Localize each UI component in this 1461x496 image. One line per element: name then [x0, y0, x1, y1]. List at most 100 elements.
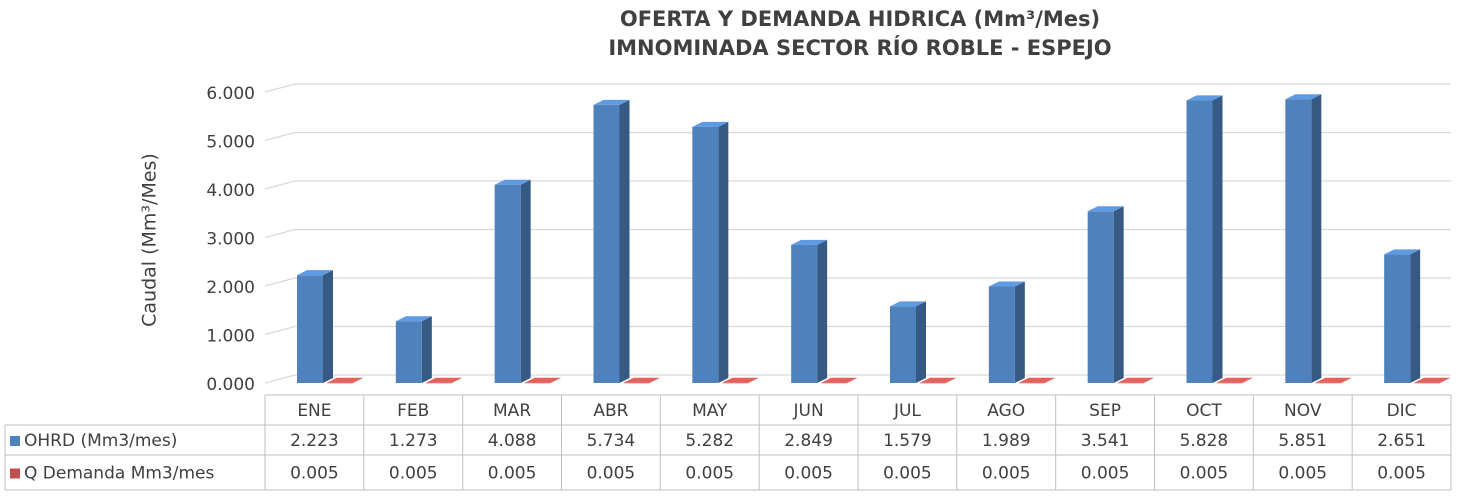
data-label: 0.005	[290, 464, 339, 484]
bar-top	[821, 377, 858, 383]
bar-side	[1044, 377, 1055, 383]
bar-front	[692, 126, 719, 383]
x-tick-label: ABR	[593, 401, 628, 421]
bar	[593, 99, 630, 383]
data-label: 0.005	[1180, 464, 1229, 484]
bar-front	[524, 382, 551, 384]
bar-front	[494, 184, 521, 383]
bar	[722, 377, 759, 384]
bar-side	[619, 99, 630, 383]
bar	[890, 301, 926, 383]
bar-top	[692, 121, 729, 127]
grid-line	[264, 131, 1451, 142]
bar-top	[722, 377, 759, 383]
bar-front	[1018, 382, 1045, 384]
bar-side	[847, 377, 858, 383]
y-tick-label: 4.000	[206, 181, 255, 201]
bar	[988, 281, 1025, 383]
bar-front	[1117, 382, 1144, 384]
data-label: 2.849	[784, 431, 833, 451]
bar-front	[988, 286, 1015, 383]
bar-top	[593, 99, 630, 105]
grid-line	[264, 83, 1451, 93]
data-label: 0.005	[784, 464, 833, 484]
x-tick-label: MAR	[493, 401, 531, 421]
chart-title: OFERTA Y DEMANDA HIDRICA (Mm³/Mes)	[620, 7, 1100, 31]
bar-side	[718, 121, 729, 383]
x-tick-label: FEB	[397, 401, 429, 421]
bar	[494, 179, 531, 383]
bar-top	[1018, 377, 1055, 383]
data-label: 5.282	[685, 431, 734, 451]
bar	[623, 377, 660, 384]
bar-front	[821, 382, 848, 384]
data-label: 0.005	[883, 464, 932, 484]
bar-side	[323, 270, 333, 383]
bar-front	[1414, 382, 1441, 384]
x-tick-label: DIC	[1387, 401, 1417, 421]
bar	[524, 377, 561, 384]
bar	[1117, 377, 1154, 384]
bar-top	[623, 377, 660, 383]
data-label: 5.851	[1278, 431, 1327, 451]
data-label: 2.223	[290, 431, 339, 451]
bar-top	[1117, 377, 1154, 383]
bar-top	[425, 377, 462, 383]
bar	[327, 377, 363, 384]
bar-front	[1216, 382, 1243, 384]
data-label: 0.005	[685, 464, 734, 484]
y-axis-label: Caudal (Mm³/Mes)	[139, 153, 161, 327]
data-label: 0.005	[1377, 464, 1426, 484]
bar	[1315, 377, 1352, 384]
bar-side	[1113, 206, 1124, 383]
x-tick-label: SEP	[1089, 401, 1121, 421]
bar-front	[791, 244, 818, 383]
x-tick-label: JUL	[893, 401, 921, 421]
bar-front	[920, 382, 946, 384]
y-tick-label: 3.000	[206, 230, 255, 250]
bar-side	[451, 377, 462, 383]
legend-swatch	[10, 436, 20, 446]
grid-line	[264, 325, 1451, 336]
grid-line	[264, 277, 1451, 287]
data-label: 0.005	[1278, 464, 1327, 484]
x-tick-label: JUN	[792, 401, 823, 421]
data-label: 5.828	[1180, 431, 1229, 451]
y-tick-label: 5.000	[206, 133, 255, 153]
x-tick-label: MAY	[692, 401, 728, 421]
bar	[1186, 95, 1223, 383]
data-label: 3.541	[1081, 431, 1130, 451]
data-label: 0.005	[587, 464, 636, 484]
bar	[1384, 249, 1421, 383]
bar-top	[1414, 377, 1451, 383]
y-tick-label: 1.000	[206, 327, 255, 347]
bar-top	[524, 377, 561, 383]
data-label: 1.273	[389, 431, 438, 451]
bar-top	[494, 179, 531, 185]
x-tick-label: AGO	[987, 401, 1025, 421]
bar	[1087, 206, 1124, 383]
bar	[692, 121, 729, 383]
bar-top	[1087, 206, 1124, 212]
bar-front	[425, 382, 452, 384]
bar-top	[1384, 249, 1421, 255]
bar-front	[722, 382, 749, 384]
bar-top	[297, 270, 333, 276]
bar-side	[1410, 249, 1421, 383]
data-label: 1.579	[883, 431, 932, 451]
chart-subtitle: IMNOMINADA SECTOR RÍO ROBLE - ESPEJO	[608, 35, 1111, 60]
bar-top	[791, 239, 828, 245]
data-label: 0.005	[488, 464, 537, 484]
bar-front	[890, 306, 916, 383]
bar-side	[817, 239, 828, 383]
bar	[821, 377, 858, 384]
bar-top	[327, 377, 363, 383]
bar-side	[1014, 281, 1025, 383]
y-tick-label: 6.000	[206, 84, 255, 104]
bar-top	[1186, 95, 1223, 101]
bar-front	[395, 321, 422, 383]
bar-side	[1143, 377, 1154, 383]
bar-front	[593, 104, 620, 383]
bar-front	[1186, 100, 1213, 383]
legend-label: OHRD (Mm3/mes)	[24, 431, 177, 451]
